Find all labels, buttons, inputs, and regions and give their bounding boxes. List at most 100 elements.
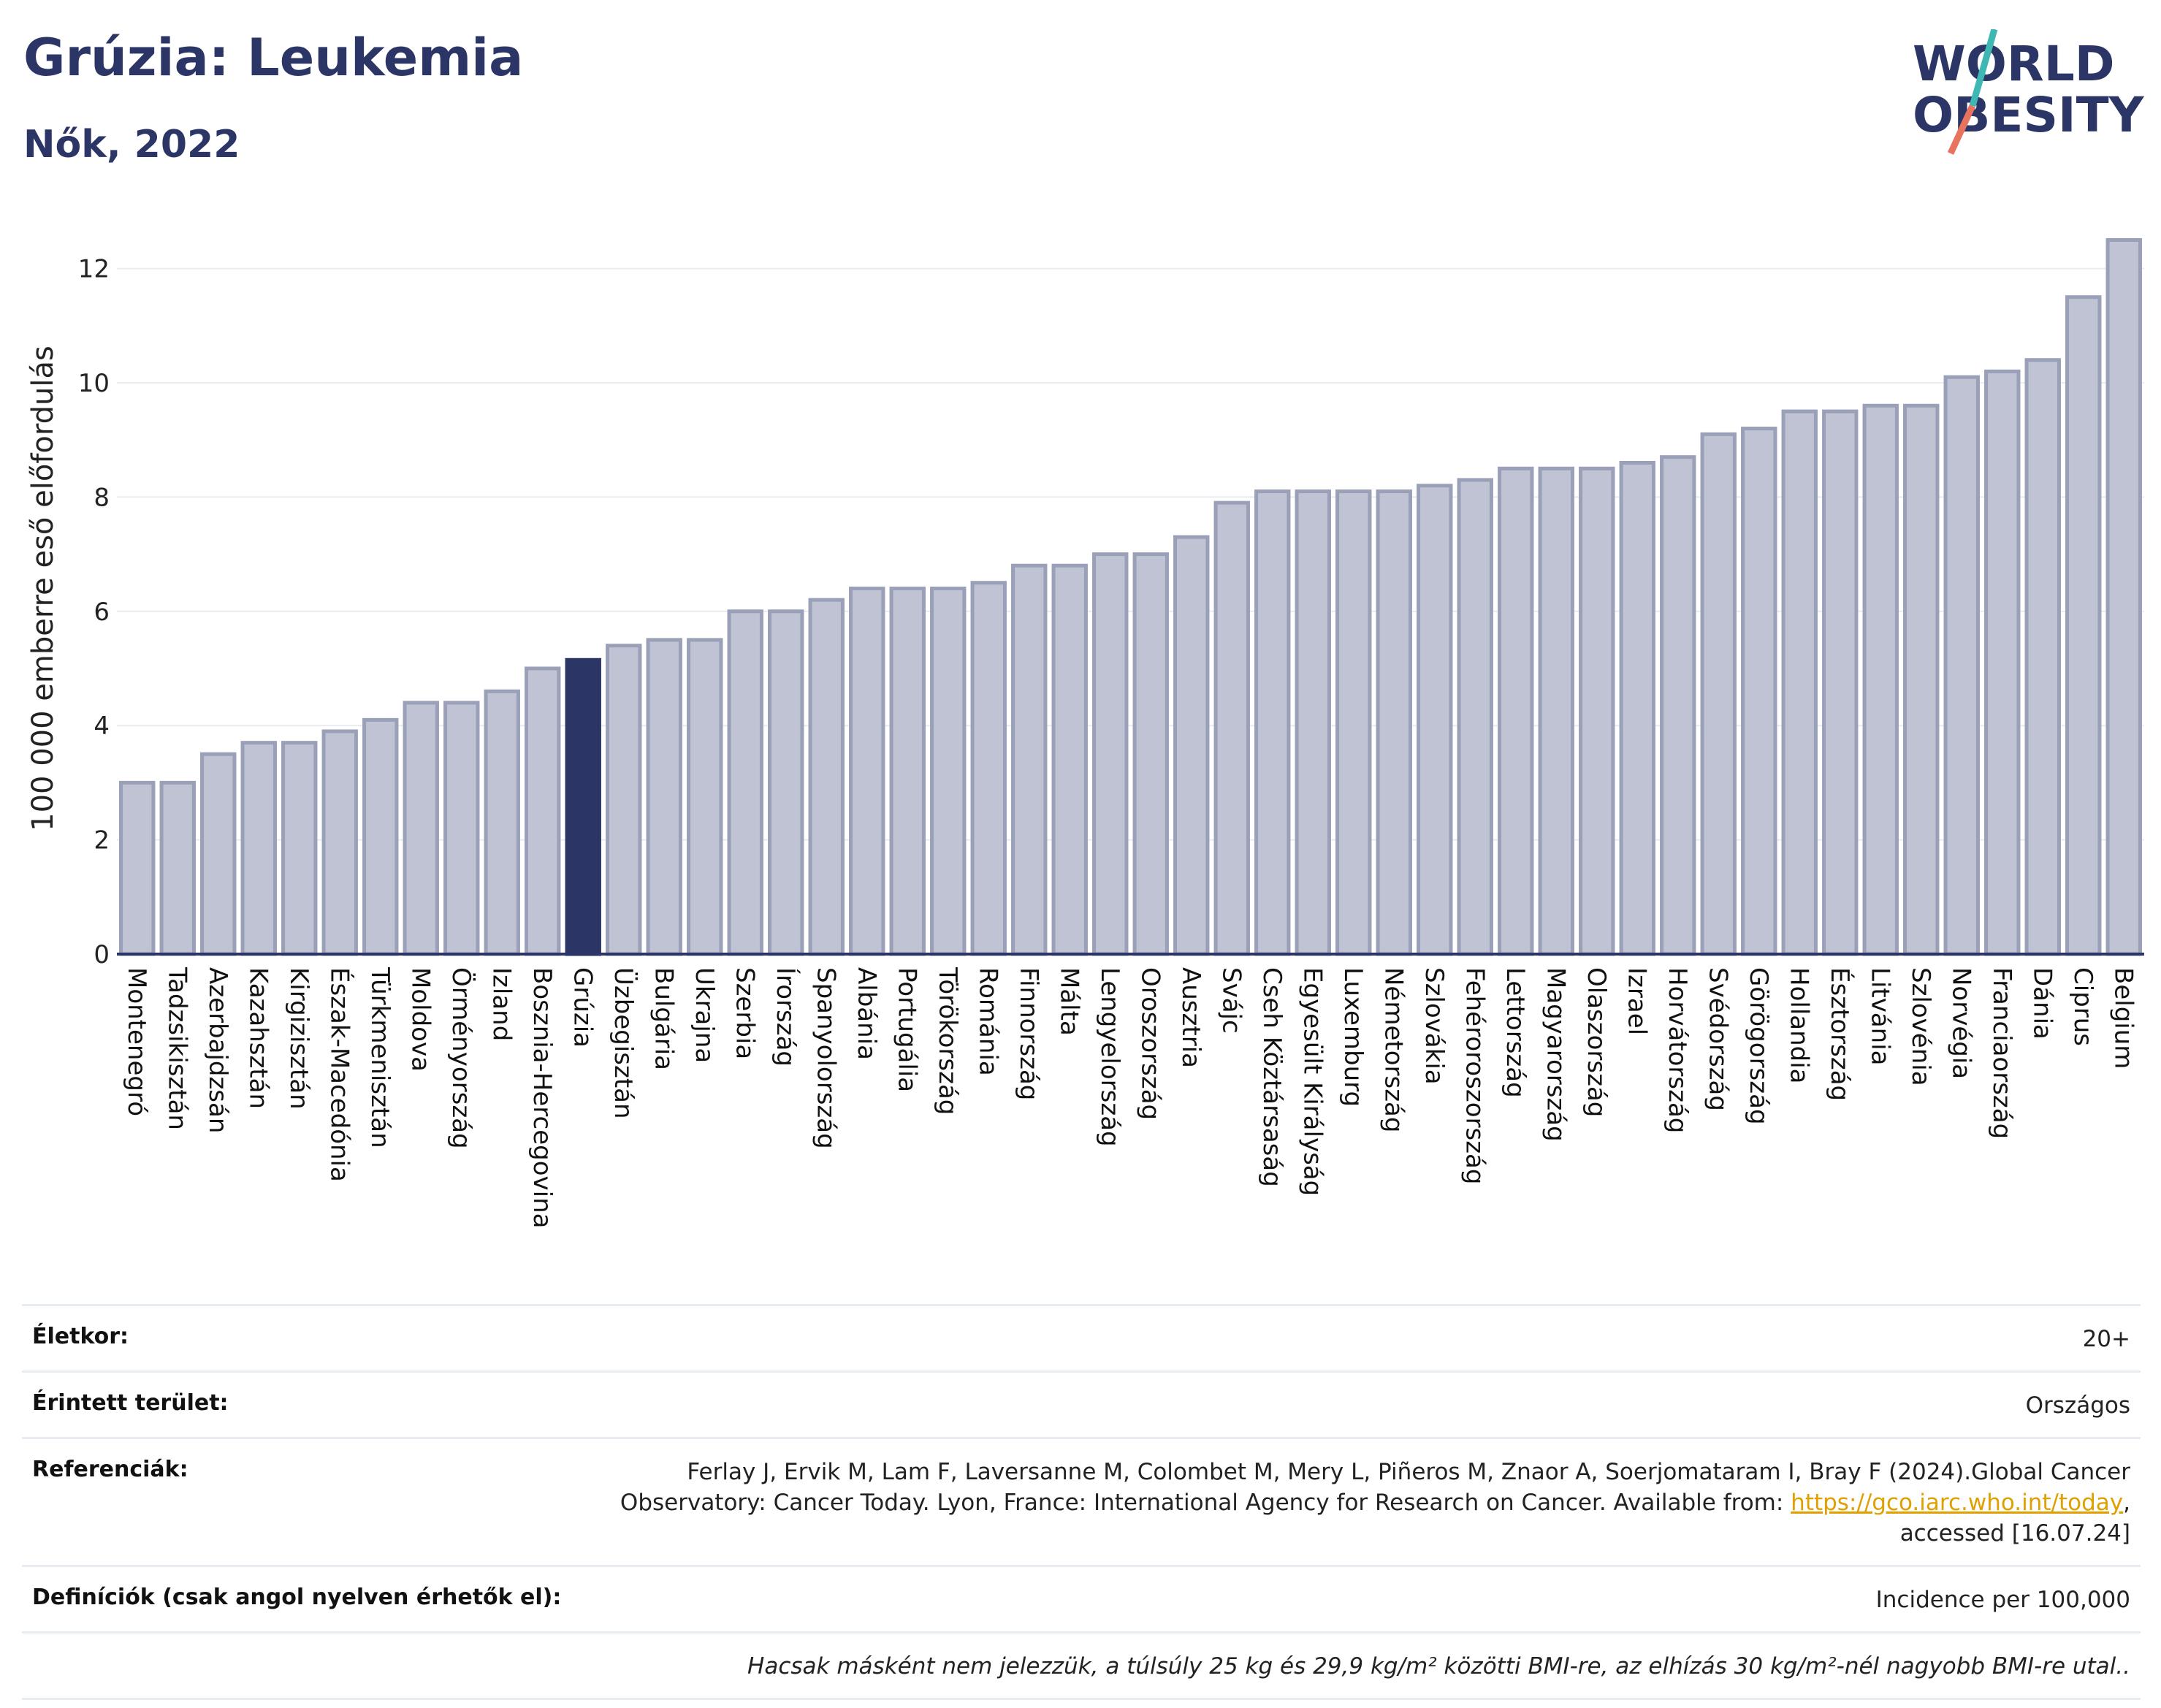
bar: [1984, 369, 2021, 956]
bar: [119, 780, 156, 956]
x-tick-label: Grúzia: [568, 967, 597, 1048]
x-tick-label: Magyarország: [1541, 967, 1570, 1142]
x-tick-label: Luxemburg: [1338, 967, 1368, 1107]
bar: [1903, 403, 1940, 956]
info-row-area: Érintett terület: Országos: [22, 1370, 2141, 1437]
x-tick-label: Spanyolország: [811, 967, 840, 1149]
x-tick-label: Egyesült Királyság: [1297, 967, 1327, 1196]
bar: [1417, 484, 1453, 956]
logo-slash-coral: [1947, 104, 1976, 155]
bar: [1254, 489, 1291, 956]
bar: [1498, 466, 1534, 956]
bar: [768, 609, 804, 956]
references-text: Ferlay J, Ervik M, Lam F, Laversanne M, …: [620, 1459, 2130, 1516]
x-tick-label: Görögország: [1744, 967, 1773, 1125]
x-tick-label: Türkmenisztán: [365, 967, 395, 1148]
x-tick-label: Litvánia: [1865, 967, 1894, 1066]
y-tick-label: 8: [94, 483, 110, 512]
bar: [1335, 489, 1372, 956]
bar: [1943, 375, 1980, 956]
bar: [889, 587, 926, 956]
bar: [240, 741, 277, 956]
bar: [159, 780, 196, 956]
x-tick-label: Románia: [973, 967, 1002, 1076]
x-tick-label: Észak-Macedónia: [324, 967, 354, 1182]
bar: [1781, 409, 1818, 956]
x-tick-label: Finnország: [1014, 967, 1043, 1100]
x-tick-label: Moldova: [405, 967, 435, 1072]
bar: [1741, 427, 1777, 956]
x-tick-label: Hollandia: [1784, 967, 1813, 1084]
x-tick-label: Svájc: [1216, 967, 1246, 1034]
bar: [362, 717, 399, 956]
x-tick-label: Ausztria: [1176, 967, 1205, 1068]
x-tick-label: Bulgária: [649, 967, 678, 1070]
bar: [2105, 238, 2142, 956]
x-tick-label: Dánia: [2027, 967, 2057, 1040]
y-axis-ticks: 0 2 4 6 8 10 12: [78, 255, 110, 969]
bar: [484, 689, 520, 956]
y-tick-label: 0: [94, 940, 110, 969]
age-label: Életkor:: [32, 1324, 129, 1349]
x-tick-label: Kirgizisztán: [284, 967, 313, 1110]
x-tick-label: Törökország: [933, 967, 962, 1115]
bars: [119, 238, 2142, 956]
x-tick-label: Ciprus: [2068, 967, 2097, 1046]
bar: [646, 638, 682, 956]
x-tick-label: Lengyelország: [1095, 967, 1124, 1147]
bar: [200, 752, 237, 956]
bar-chart: 0 2 4 6 8 10 12 Montenegró Tadzsikisztán Azerbaj…: [26, 238, 2144, 1228]
y-axis-title: 100 000 emberre eső előfordulás: [26, 346, 60, 831]
y-tick-label: 10: [78, 369, 110, 398]
definitions-value: Incidence per 100,000: [1875, 1587, 2130, 1613]
x-tick-label: Írország: [771, 967, 801, 1067]
x-tick-label: Horvátország: [1663, 967, 1692, 1133]
x-tick-label: Svédország: [1703, 967, 1732, 1111]
definitions-label: Definíciók (csak angol nyelven érhetők e…: [32, 1585, 562, 1610]
bar: [1619, 460, 1655, 956]
logo-line-1: WORLD: [1913, 36, 2115, 92]
info-row-definitions: Definíciók (csak angol nyelven érhetők e…: [22, 1565, 2141, 1631]
x-tick-label: Izland: [487, 967, 516, 1041]
x-tick-label: Montenegró: [122, 967, 151, 1116]
x-axis-labels: Montenegró Tadzsikisztán Azerbajdzsán Kazah…: [122, 967, 2138, 1228]
references-value: Ferlay J, Ervik M, Lam F, Laversanne M, …: [596, 1457, 2130, 1549]
bar: [321, 729, 358, 956]
y-tick-label: 12: [78, 255, 110, 284]
x-tick-label: Cseh Köztársaság: [1257, 967, 1287, 1187]
x-tick-label: Bosznia-Hercegovina: [527, 967, 557, 1228]
bar: [1822, 409, 1859, 956]
bar: [1213, 500, 1250, 956]
bar: [1538, 466, 1574, 956]
logo-line-2: OBESITY: [1913, 87, 2145, 143]
x-tick-label: Lettország: [1501, 967, 1530, 1098]
references-link[interactable]: https://gco.iarc.who.int/today: [1791, 1490, 2124, 1516]
area-label: Érintett terület:: [32, 1390, 229, 1416]
x-tick-label: Málta: [1054, 967, 1083, 1036]
bar: [1376, 489, 1412, 956]
age-value: 20+: [2082, 1326, 2130, 1352]
bar: [1457, 478, 1493, 956]
x-tick-label: Örményország: [446, 967, 476, 1149]
bar: [281, 741, 318, 956]
bar: [849, 587, 885, 956]
x-tick-label: Németország: [1379, 967, 1408, 1132]
x-tick-label: Észtország: [1825, 967, 1855, 1101]
x-tick-label: Kazahsztán: [243, 967, 272, 1109]
x-tick-label: Tadzsikisztán: [162, 967, 191, 1130]
x-tick-label: Izrael: [1622, 967, 1651, 1035]
bar: [606, 644, 642, 956]
world-obesity-logo: WORLD OBESITY: [1913, 29, 2145, 155]
bar-highlighted: [565, 657, 601, 956]
bar: [727, 609, 763, 956]
bar: [1173, 535, 1210, 956]
bar: [1660, 455, 1696, 956]
x-tick-label: Szerbia: [730, 967, 759, 1059]
info-table: Életkor: 20+ Érintett terület: Országos …: [22, 1304, 2141, 1700]
bar: [2024, 358, 2061, 956]
x-tick-label: Fehéroroszország: [1460, 967, 1489, 1184]
bar: [808, 598, 845, 956]
footnote: Hacsak másként nem jelezzük, a túlsúly 2…: [747, 1653, 2130, 1680]
y-tick-label: 6: [94, 598, 110, 627]
bar: [2065, 295, 2102, 956]
